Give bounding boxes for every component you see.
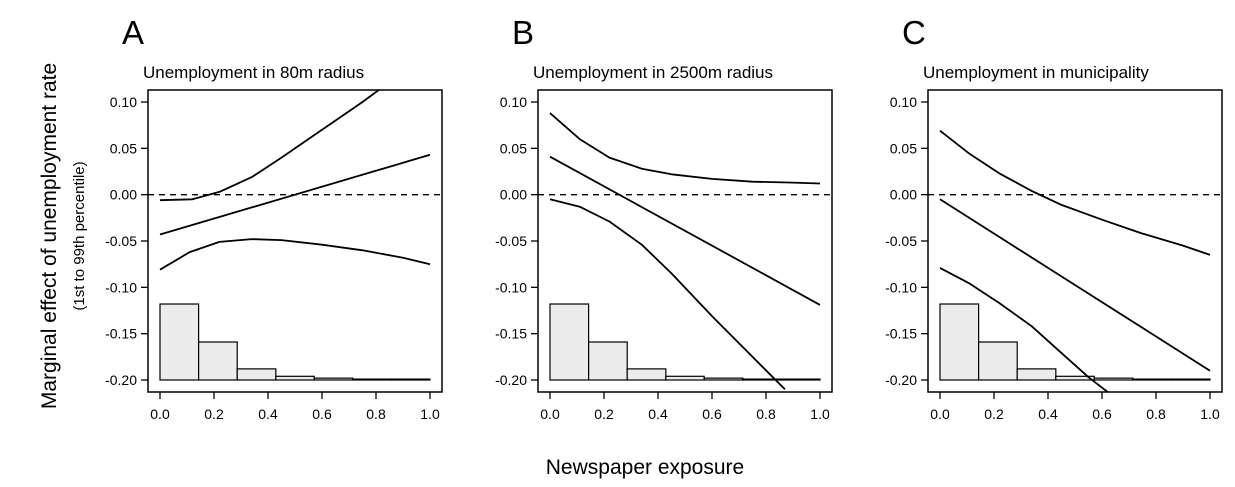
histogram-bar xyxy=(1170,378,1211,381)
x-tick-label: 0.0 xyxy=(930,406,950,422)
y-tick-label: -0.05 xyxy=(105,233,137,249)
x-axis: 0.0 0.2 0.4 0.6 0.8 1.0 xyxy=(150,392,440,422)
x-axis: 0.0 0.2 0.4 0.6 0.8 1.0 xyxy=(540,392,830,422)
panel-title: Unemployment in 2500m radius xyxy=(533,63,773,82)
panel-c: C Unemployment in municipality 0.10 0.05 0.0… xyxy=(885,14,1223,422)
histogram-bar xyxy=(1093,377,1134,381)
histogram-bar xyxy=(939,303,980,381)
exposure-histogram xyxy=(939,303,1211,381)
histogram-bar xyxy=(588,341,628,381)
upper-ci-line xyxy=(939,129,1211,256)
histogram-bar xyxy=(236,368,277,381)
upper-ci-line xyxy=(159,90,381,202)
exposure-histogram xyxy=(159,303,431,381)
y-tick-label: -0.05 xyxy=(885,233,917,249)
panel-a: A Unemployment in 80m radius 0.10 0.05 0.00 -… xyxy=(105,14,443,422)
y-tick-label: 0.10 xyxy=(110,94,137,110)
x-tick-label: 0.4 xyxy=(1038,406,1058,422)
y-tick-label: -0.10 xyxy=(885,279,917,295)
y-tick-label: 0.00 xyxy=(500,187,527,203)
x-axis: 0.0 0.2 0.4 0.6 0.8 1.0 xyxy=(930,392,1220,422)
estimate-line xyxy=(939,198,1211,372)
y-tick-label: -0.10 xyxy=(105,279,137,295)
histogram-bar xyxy=(313,377,354,381)
y-tick-label: 0.00 xyxy=(890,187,917,203)
y-axis: 0.10 0.05 0.00 -0.05 -0.10 -0.15 -0.20 xyxy=(105,94,148,388)
y-tick-label: -0.20 xyxy=(105,372,137,388)
x-tick-label: 1.0 xyxy=(420,406,440,422)
histogram-bar xyxy=(390,378,431,381)
histogram-bar xyxy=(549,303,590,381)
y-tick-label: 0.10 xyxy=(890,94,917,110)
y-tick-label: 0.05 xyxy=(110,140,137,156)
histogram-bar xyxy=(1016,368,1057,381)
x-tick-label: 0.4 xyxy=(258,406,278,422)
y-axis-sublabel: (1st to 99th percentile) xyxy=(71,161,88,310)
series-group xyxy=(159,90,431,271)
y-tick-label: -0.20 xyxy=(495,372,527,388)
x-tick-label: 0.0 xyxy=(150,406,170,422)
x-tick-label: 0.8 xyxy=(366,406,386,422)
exposure-histogram xyxy=(549,303,821,381)
y-tick-label: 0.05 xyxy=(890,140,917,156)
y-axis: 0.10 0.05 0.00 -0.05 -0.10 -0.15 -0.20 xyxy=(495,94,538,388)
x-tick-label: 0.2 xyxy=(204,406,224,422)
estimate-line xyxy=(159,153,431,236)
histogram-bar xyxy=(352,378,392,381)
x-tick-label: 0.6 xyxy=(312,406,332,422)
histogram-bar xyxy=(978,341,1018,381)
y-tick-label: 0.10 xyxy=(500,94,527,110)
histogram-bar xyxy=(703,377,744,381)
y-tick-label: -0.20 xyxy=(885,372,917,388)
panel-letter: A xyxy=(122,14,144,51)
chart-panels: A Unemployment in 80m radius 0.10 0.05 0.00 -… xyxy=(105,14,1223,422)
y-tick-label: -0.15 xyxy=(495,326,527,342)
y-axis: 0.10 0.05 0.00 -0.05 -0.10 -0.15 -0.20 xyxy=(885,94,928,388)
y-tick-label: -0.10 xyxy=(495,279,527,295)
x-tick-label: 0.6 xyxy=(702,406,722,422)
histogram-bar xyxy=(626,368,667,381)
histogram-bar xyxy=(1132,378,1172,381)
histogram-bar xyxy=(198,341,238,381)
x-tick-label: 0.2 xyxy=(594,406,614,422)
x-tick-label: 0.8 xyxy=(756,406,776,422)
y-tick-label: 0.05 xyxy=(500,140,527,156)
panel-letter: B xyxy=(512,14,534,51)
series-group xyxy=(939,129,1211,392)
y-tick-label: 0.00 xyxy=(110,187,137,203)
x-axis-label: Newspaper exposure xyxy=(546,456,744,479)
x-tick-label: 0.4 xyxy=(648,406,668,422)
upper-ci-line xyxy=(549,112,821,185)
y-tick-label: -0.05 xyxy=(495,233,527,249)
histogram-bar xyxy=(159,303,200,381)
x-tick-label: 0.8 xyxy=(1146,406,1166,422)
lower-ci-line xyxy=(939,267,1110,392)
x-tick-label: 1.0 xyxy=(810,406,830,422)
histogram-bar xyxy=(665,375,705,381)
lower-ci-line xyxy=(159,238,431,271)
y-axis-label: Marginal effect of unemployment rate xyxy=(38,63,61,409)
x-tick-label: 0.2 xyxy=(984,406,1004,422)
series-group xyxy=(549,112,821,390)
histogram-bar xyxy=(275,375,315,381)
estimate-line xyxy=(549,155,821,306)
y-tick-label: -0.15 xyxy=(885,326,917,342)
panel-title: Unemployment in municipality xyxy=(923,63,1149,82)
x-tick-label: 0.6 xyxy=(1092,406,1112,422)
panel-letter: C xyxy=(902,14,926,51)
x-tick-label: 0.0 xyxy=(540,406,560,422)
y-tick-label: -0.15 xyxy=(105,326,137,342)
x-tick-label: 1.0 xyxy=(1200,406,1220,422)
lower-ci-line xyxy=(549,198,786,390)
panel-title: Unemployment in 80m radius xyxy=(143,63,364,82)
panel-b: B Unemployment in 2500m radius 0.10 0.05 0.0… xyxy=(495,14,833,422)
histogram-bar xyxy=(780,378,821,381)
